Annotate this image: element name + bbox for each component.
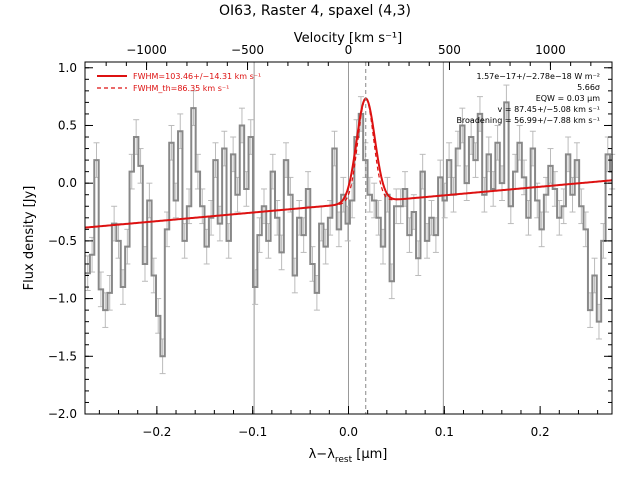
- y-tick-label: −1.5: [48, 349, 77, 363]
- x-tick-label: 0.0: [339, 425, 358, 439]
- x-tick-label: −0.2: [142, 425, 171, 439]
- legend-label-fwhm: FWHM=103.46+/−14.31 km s⁻¹: [133, 72, 261, 81]
- top-axis-label: Velocity [km s⁻¹]: [294, 31, 402, 46]
- top-axis: Velocity [km s⁻¹] −1000 −500 0 500 1000: [105, 31, 592, 70]
- y-axis-ticks: 1.0 0.5 0.0 −0.5 −1.0 −1.5 −2.0: [48, 61, 612, 421]
- top-tick-label: 500: [438, 43, 461, 57]
- x-tick-label: 0.2: [531, 425, 550, 439]
- x-axis-label-unit: [μm]: [352, 447, 387, 462]
- annotation-broadening: Broadening = 56.99+/−7.88 km s⁻¹: [456, 116, 600, 125]
- x-tick-label: −0.1: [238, 425, 267, 439]
- top-tick-label: −1000: [126, 43, 167, 57]
- chart-title: OI63, Raster 4, spaxel (4,3): [219, 3, 411, 19]
- flux-step-series: [85, 101, 612, 358]
- y-tick-label: −2.0: [48, 407, 77, 421]
- x-tick-label: 0.1: [435, 425, 454, 439]
- annotation-significance: 5.66σ: [577, 83, 600, 92]
- x-axis-ticks: −0.2 −0.1 0.0 0.1 0.2: [98, 406, 599, 439]
- legend-label-fwhm-th: FWHM_th=86.35 km s⁻¹: [133, 84, 229, 93]
- legend: FWHM=103.46+/−14.31 km s⁻¹ FWHM_th=86.35…: [97, 72, 261, 93]
- y-tick-label: 1.0: [58, 61, 77, 75]
- annotation-velocity: v = 87.45+/−5.08 km s⁻¹: [498, 105, 600, 114]
- annotation-eqw: EQW = 0.03 μm: [536, 94, 600, 103]
- annotation-flux: 1.57e−17+/−2.78e−18 W m⁻²: [476, 72, 600, 81]
- y-axis-label: Flux density [Jy]: [22, 186, 37, 291]
- gaussian-fit-line: [84, 97, 613, 229]
- y-tick-label: −0.5: [48, 234, 77, 248]
- top-tick-label: 0: [345, 43, 353, 57]
- x-axis-label-sub: rest: [335, 455, 353, 465]
- velocity-reference-lines: [253, 62, 444, 414]
- fit-annotations: 1.57e−17+/−2.78e−18 W m⁻² 5.66σ EQW = 0.…: [456, 72, 600, 125]
- top-tick-label: −500: [231, 43, 264, 57]
- x-axis-label-main: λ−λ: [309, 447, 336, 462]
- y-tick-label: 0.5: [58, 118, 77, 132]
- x-axis-label: λ−λrest [μm]: [309, 447, 388, 465]
- top-tick-label: 1000: [535, 43, 566, 57]
- top-axis-ticks: −1000 −500 0 500 1000: [105, 43, 592, 70]
- y-tick-label: 0.0: [58, 176, 77, 190]
- y-tick-label: −1.0: [48, 292, 77, 306]
